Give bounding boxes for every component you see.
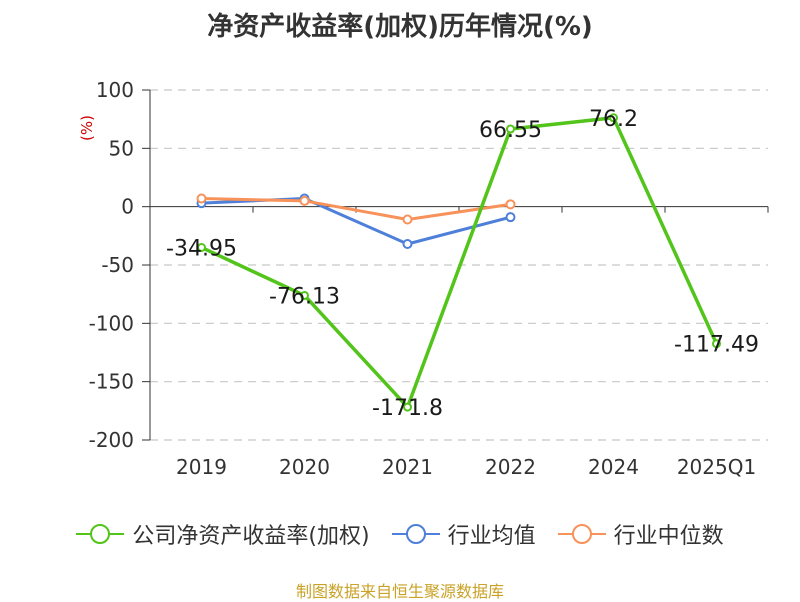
data-point-company [300,290,309,300]
legend-swatch-industry-median [557,524,606,544]
data-point-industry_median [402,214,413,225]
data-label: 76.2 [589,107,638,132]
legend-item-industry-avg[interactable]: 行业均值 [391,518,536,550]
legend-swatch-company [76,524,125,544]
data-label: -34.95 [166,236,237,261]
chart-title: 净资产收益率(加权)历年情况(%) [207,12,593,42]
source-note: 制图数据来自恒生聚源数据库 [295,582,504,601]
legend-label-company: 公司净资产收益率(加权) [132,524,370,549]
data-point-company [712,339,721,349]
legend-swatch-industry-avg [391,524,440,544]
legend: 公司净资产收益率(加权) 行业均值 行业中位数 [0,518,800,550]
legend-item-industry-median[interactable]: 行业中位数 [557,518,724,550]
data-point-industry_median [196,193,207,204]
data-point-industry_avg [402,239,413,249]
grid-lines [150,89,768,441]
data-point-industry_median [505,199,516,210]
series-line-company [200,116,719,409]
x-tick-label: 2019 [176,455,227,479]
y-tick-label: -200 [89,428,134,452]
data-point-company [403,402,412,412]
data-label: 66.55 [479,118,542,143]
data-point-company [197,242,206,252]
y-tick-label: 0 [121,195,134,219]
data-point-industry_median [299,195,310,206]
y-axis-unit-label: (%) [78,115,96,141]
legend-label-industry-median: 行业中位数 [613,524,724,549]
y-tick-label: -50 [101,253,134,277]
data-label: -117.49 [674,333,759,358]
x-tick-label: 2020 [279,455,330,479]
data-labels: -34.95 -76.13 -171.8 66.55 76.2 -117.49 [166,107,759,421]
data-label: -76.13 [269,284,340,309]
x-tick-label: 2021 [382,455,433,479]
data-label: -171.8 [372,396,443,421]
data-point-company [609,113,618,123]
y-tick-label: -100 [89,311,134,335]
x-tick-label: 2025Q1 [677,455,756,479]
series-lines [196,113,721,412]
x-tick-label: 2024 [588,455,639,479]
y-tick-label: 100 [96,78,134,102]
data-point-company [506,124,515,134]
legend-item-company[interactable]: 公司净资产收益率(加权) [76,518,370,550]
legend-label-industry-avg: 行业均值 [447,524,536,549]
data-point-industry_avg [505,212,516,223]
axes: 100 50 0 -50 -100 -150 -200 2019 2020 2021 2022 202… [89,78,769,479]
y-tick-label: 50 [109,136,134,160]
x-tick-label: 2022 [485,455,536,479]
series-line-industry_median [201,197,511,221]
y-tick-label: -150 [89,370,134,394]
series-line-industry_avg [201,197,511,246]
